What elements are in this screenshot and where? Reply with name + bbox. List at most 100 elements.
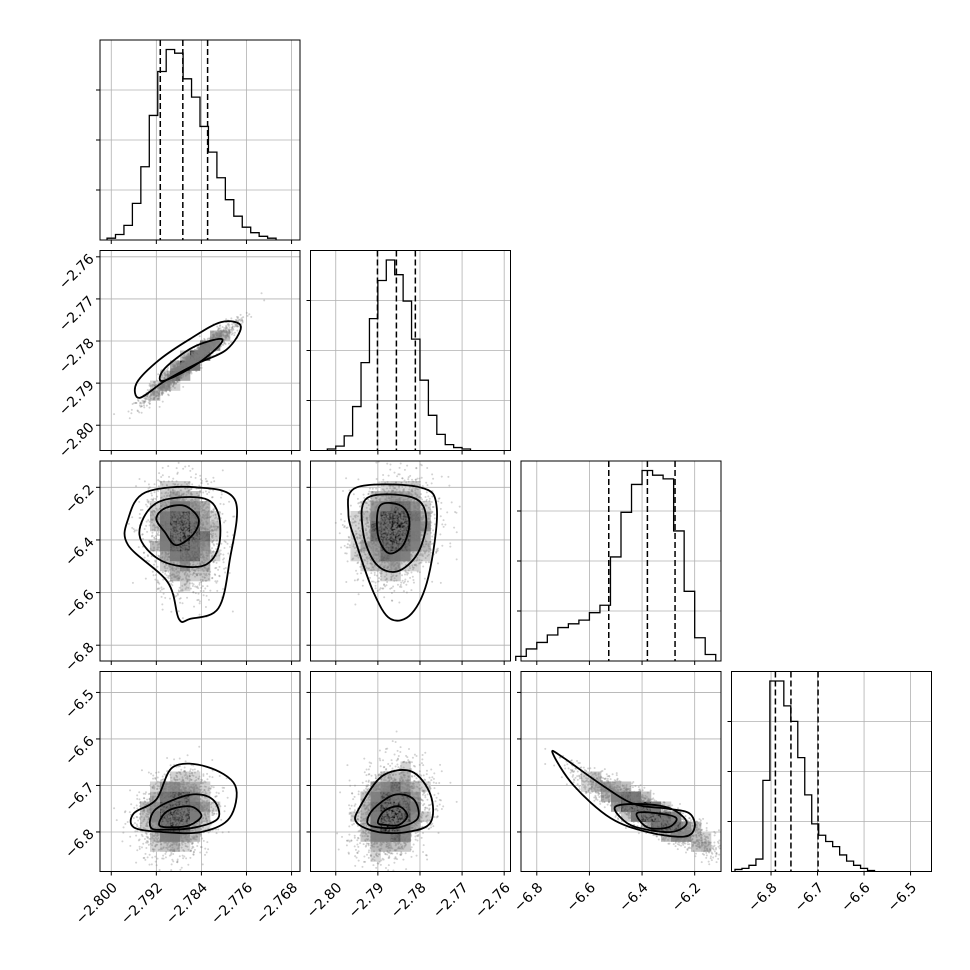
sample-point: [186, 354, 189, 357]
sample-point: [200, 357, 203, 360]
sample-point: [209, 526, 212, 529]
sample-point: [197, 351, 200, 354]
sample-point: [230, 331, 233, 334]
sample-point: [186, 530, 189, 533]
sample-point: [223, 329, 226, 332]
sample-point: [199, 542, 202, 545]
sample-point: [191, 515, 194, 518]
sample-point: [190, 547, 193, 550]
sample-point: [191, 545, 194, 548]
sample-point: [189, 553, 192, 556]
sample-point: [135, 529, 138, 532]
sample-point: [176, 366, 179, 369]
sample-point: [214, 513, 217, 516]
sample-point: [187, 362, 190, 365]
sample-point: [240, 317, 243, 320]
sample-point: [181, 360, 184, 363]
sample-point: [193, 454, 195, 456]
sample-point: [204, 349, 207, 352]
sample-point: [175, 552, 178, 555]
sample-point: [215, 334, 218, 337]
sample-point: [198, 582, 201, 585]
sample-point: [166, 509, 169, 512]
sample-point: [172, 379, 175, 382]
sample-point: [200, 352, 203, 355]
sample-point: [183, 363, 186, 366]
sample-point: [189, 519, 192, 522]
sample-point: [151, 528, 154, 531]
sample-point: [173, 523, 176, 526]
sample-point: [203, 337, 206, 340]
sample-point: [169, 372, 172, 375]
sample-point: [212, 532, 215, 535]
sample-point: [211, 342, 214, 345]
sample-point: [150, 521, 153, 524]
sample-point: [199, 351, 202, 354]
density-cell: [190, 521, 201, 532]
sample-point: [205, 351, 208, 354]
sample-point: [168, 597, 171, 600]
sample-point: [188, 515, 191, 518]
sample-point: [206, 554, 209, 557]
sample-point: [190, 358, 193, 361]
sample-point: [191, 524, 194, 527]
sample-point: [187, 361, 190, 364]
sample-point: [166, 484, 169, 487]
sample-point: [189, 511, 192, 514]
sample-point: [186, 360, 189, 363]
sample-point: [205, 346, 208, 349]
sample-point: [186, 517, 189, 520]
sample-point: [183, 523, 186, 526]
sample-point: [196, 356, 199, 359]
sample-point: [169, 565, 172, 568]
sample-point: [169, 527, 172, 530]
sample-point: [172, 378, 175, 381]
sample-point: [194, 357, 197, 360]
sample-point: [199, 353, 202, 356]
sample-point: [212, 347, 215, 350]
sample-point: [210, 346, 213, 349]
sample-point: [195, 350, 198, 353]
sample-point: [163, 533, 166, 536]
sample-point: [155, 379, 158, 382]
sample-point: [180, 364, 183, 367]
sample-point: [160, 391, 163, 394]
sample-point: [178, 523, 181, 526]
sample-point: [225, 335, 228, 338]
sample-point: [219, 331, 222, 334]
sample-point: [198, 352, 201, 355]
sample-point: [170, 545, 173, 548]
sample-point: [190, 487, 193, 490]
sample-point: [168, 556, 171, 559]
sample-point: [180, 366, 183, 369]
sample-point: [190, 555, 193, 558]
sample-point: [194, 353, 197, 356]
sample-point: [197, 534, 200, 537]
sample-point: [175, 370, 178, 373]
density-cell: [170, 521, 181, 532]
density-cell: [190, 491, 201, 502]
sample-point: [188, 481, 191, 484]
sample-point: [197, 550, 200, 553]
sample-point: [201, 352, 204, 355]
sample-point: [179, 379, 182, 382]
sample-point: [175, 505, 178, 508]
sample-point: [182, 561, 185, 564]
sample-point: [191, 526, 194, 529]
sample-point: [180, 555, 183, 558]
sample-point: [193, 518, 196, 521]
sample-point: [190, 357, 193, 360]
sample-point: [211, 342, 214, 345]
sample-point: [174, 370, 177, 373]
sample-point: [199, 491, 202, 494]
sample-point: [186, 546, 189, 549]
sample-point: [180, 547, 183, 550]
sample-point: [200, 339, 203, 342]
sample-point: [184, 364, 187, 367]
sample-point: [196, 349, 199, 352]
sample-point: [194, 355, 197, 358]
sample-point: [177, 507, 180, 510]
sample-point: [198, 354, 201, 357]
sample-point: [180, 553, 183, 556]
sample-point: [192, 529, 195, 532]
